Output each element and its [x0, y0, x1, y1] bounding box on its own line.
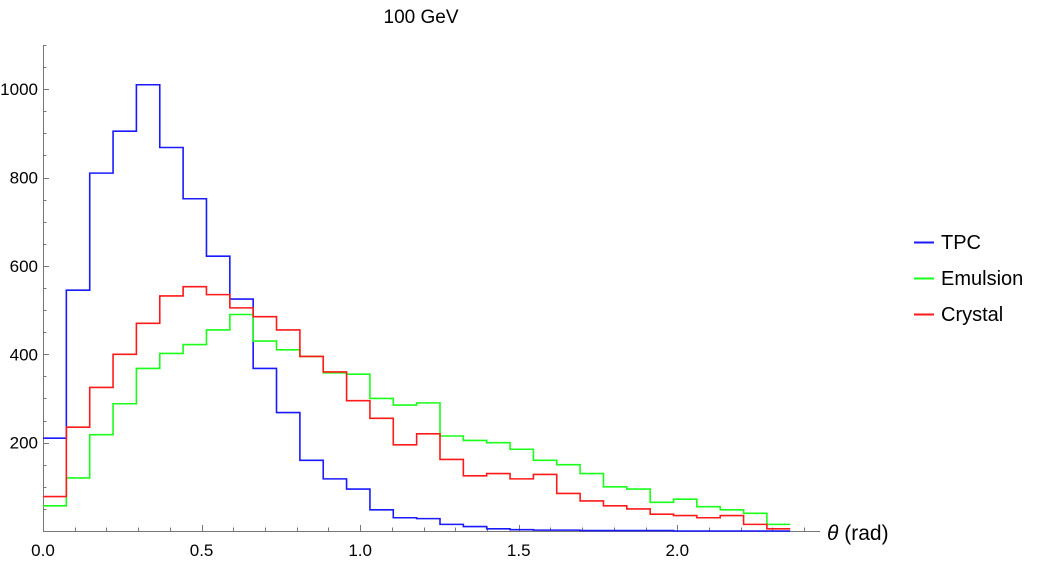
chart-title: 100 GeV [384, 7, 459, 28]
x-tick-labels: 0.0 0.5 1.0 1.5 2.0 [31, 541, 689, 560]
y-tick-label: 800 [10, 169, 38, 188]
y-tick-label: 400 [10, 345, 38, 364]
x-tick-label: 0.5 [190, 541, 214, 560]
y-tick-labels: 200 400 600 800 1000 [0, 80, 38, 452]
y-tick-label: 600 [10, 257, 38, 276]
series-tpc-line [43, 83, 791, 532]
y-ticks [43, 45, 49, 510]
legend-label-tpc: TPC [941, 232, 981, 254]
x-tick-label: 1.5 [507, 541, 531, 560]
x-axis-label: θ (rad) [827, 522, 889, 545]
y-tick-label: 200 [10, 434, 38, 453]
series-crystal-line [43, 285, 791, 530]
x-tick-label: 1.0 [348, 541, 372, 560]
x-tick-label: 2.0 [665, 541, 689, 560]
series-group [43, 83, 791, 532]
x-axis-label-unit: (rad) [838, 522, 888, 545]
x-ticks [43, 525, 805, 531]
legend: TPC Emulsion Crystal [914, 232, 1023, 326]
x-axis-label-symbol: θ [827, 522, 839, 545]
x-tick-label: 0.0 [31, 541, 55, 560]
y-tick-label: 1000 [0, 80, 38, 99]
series-emulsion-line [43, 313, 791, 526]
legend-label-crystal: Crystal [941, 304, 1003, 326]
legend-label-emulsion: Emulsion [941, 268, 1023, 290]
